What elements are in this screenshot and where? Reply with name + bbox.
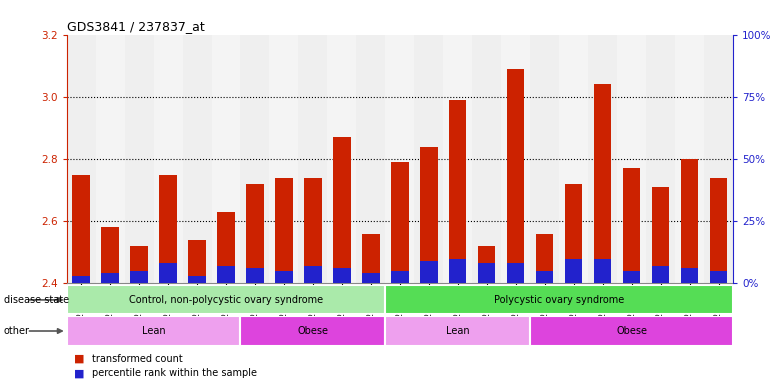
Bar: [246, 184, 263, 283]
Bar: [623, 271, 641, 283]
Bar: [299, 35, 328, 283]
Bar: [443, 35, 472, 283]
Bar: [386, 285, 733, 314]
Text: Lean: Lean: [142, 326, 165, 336]
Bar: [617, 35, 646, 283]
Bar: [565, 184, 583, 283]
Bar: [275, 271, 292, 283]
Bar: [212, 35, 241, 283]
Bar: [391, 162, 408, 283]
Bar: [386, 35, 414, 283]
Bar: [594, 84, 612, 283]
Bar: [478, 246, 495, 283]
Bar: [652, 266, 670, 283]
Bar: [536, 271, 554, 283]
Bar: [328, 35, 357, 283]
Bar: [704, 35, 733, 283]
Bar: [241, 35, 270, 283]
Bar: [159, 174, 176, 283]
Bar: [414, 35, 443, 283]
Text: Lean: Lean: [446, 326, 470, 336]
Bar: [241, 316, 386, 346]
Bar: [449, 258, 466, 283]
Bar: [275, 178, 292, 283]
Text: ■: ■: [74, 368, 85, 378]
Bar: [333, 137, 350, 283]
Bar: [101, 273, 119, 283]
Text: other: other: [4, 326, 30, 336]
Bar: [420, 261, 437, 283]
Text: transformed count: transformed count: [92, 354, 183, 364]
Bar: [357, 35, 386, 283]
Bar: [188, 276, 205, 283]
Text: Obese: Obese: [297, 326, 328, 336]
Bar: [646, 35, 675, 283]
Bar: [681, 268, 699, 283]
Bar: [449, 100, 466, 283]
Bar: [507, 263, 524, 283]
Bar: [501, 35, 530, 283]
Bar: [67, 316, 241, 346]
Bar: [72, 276, 90, 283]
Bar: [130, 271, 147, 283]
Bar: [188, 240, 205, 283]
Bar: [159, 263, 176, 283]
Bar: [130, 246, 147, 283]
Bar: [362, 233, 379, 283]
Text: Polycystic ovary syndrome: Polycystic ovary syndrome: [494, 295, 624, 305]
Bar: [362, 273, 379, 283]
Text: ■: ■: [74, 354, 85, 364]
Bar: [675, 35, 704, 283]
Bar: [304, 266, 321, 283]
Text: disease state: disease state: [4, 295, 69, 305]
Bar: [536, 233, 554, 283]
Bar: [710, 178, 728, 283]
Bar: [559, 35, 588, 283]
Bar: [472, 35, 501, 283]
Bar: [681, 159, 699, 283]
Bar: [217, 266, 234, 283]
Bar: [710, 271, 728, 283]
Text: GDS3841 / 237837_at: GDS3841 / 237837_at: [67, 20, 205, 33]
Bar: [333, 268, 350, 283]
Bar: [183, 35, 212, 283]
Bar: [530, 316, 733, 346]
Bar: [72, 174, 90, 283]
Bar: [565, 258, 583, 283]
Bar: [594, 258, 612, 283]
Bar: [270, 35, 299, 283]
Bar: [217, 212, 234, 283]
Bar: [507, 69, 524, 283]
Bar: [246, 268, 263, 283]
Bar: [420, 147, 437, 283]
Bar: [652, 187, 670, 283]
Bar: [386, 316, 530, 346]
Bar: [623, 168, 641, 283]
Text: Obese: Obese: [616, 326, 647, 336]
Bar: [530, 35, 559, 283]
Bar: [67, 285, 386, 314]
Text: percentile rank within the sample: percentile rank within the sample: [92, 368, 256, 378]
Bar: [588, 35, 617, 283]
Bar: [67, 35, 96, 283]
Text: Control, non-polycystic ovary syndrome: Control, non-polycystic ovary syndrome: [129, 295, 323, 305]
Bar: [101, 227, 119, 283]
Bar: [125, 35, 154, 283]
Bar: [391, 271, 408, 283]
Bar: [154, 35, 183, 283]
Bar: [478, 263, 495, 283]
Bar: [96, 35, 125, 283]
Bar: [304, 178, 321, 283]
